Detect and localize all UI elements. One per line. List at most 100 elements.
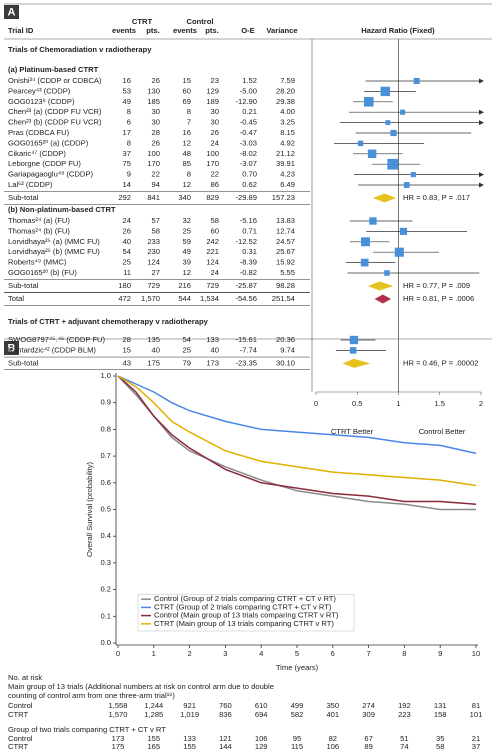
table-cell: 28 xyxy=(152,128,160,137)
table-cell: 48 xyxy=(183,149,191,158)
at-risk-count: 173 xyxy=(112,734,125,743)
at-risk-group-title: Main group of 13 trials (Additional numb… xyxy=(8,682,274,691)
table-cell: 175 xyxy=(147,358,160,367)
table-cell: -8.39 xyxy=(240,258,257,267)
table-cell: -29.89 xyxy=(235,193,257,202)
table-cell: 54 xyxy=(123,247,131,256)
table-cell: 1,534 xyxy=(200,294,219,303)
at-risk-count: 1,570 xyxy=(108,710,127,719)
table-cell: 25 xyxy=(123,258,131,267)
y-tick-label: 0.6 xyxy=(100,478,111,487)
at-risk-count: 921 xyxy=(183,701,196,710)
table-cell: 6 xyxy=(127,118,131,127)
table-cell: 8 xyxy=(187,107,191,116)
table-cell: 79 xyxy=(183,358,191,367)
effect-square xyxy=(364,97,374,107)
table-cell: 15 xyxy=(183,76,191,85)
summary-note: HR = 0.46, P = .00002 xyxy=(403,358,478,367)
table-cell: 180 xyxy=(118,281,131,290)
column-header: Trial ID xyxy=(8,26,34,35)
table-cell: 29.38 xyxy=(276,97,295,106)
table-cell: 189 xyxy=(206,97,219,106)
effect-square xyxy=(361,237,370,247)
table-cell: 14 xyxy=(123,180,131,189)
survival-curve xyxy=(117,375,477,455)
table-cell: 216 xyxy=(178,281,191,290)
summary-diamond xyxy=(367,281,394,291)
effect-square xyxy=(410,172,416,178)
table-cell: 292 xyxy=(118,193,131,202)
at-risk-count: 1,558 xyxy=(108,701,127,710)
x-tick-label: 1 xyxy=(396,399,400,408)
at-risk-count: 131 xyxy=(434,701,447,710)
y-tick-label: 0.2 xyxy=(100,585,111,594)
column-header: pts. xyxy=(205,26,219,35)
at-risk-count: 35 xyxy=(436,734,444,743)
summary-diamond xyxy=(372,193,397,203)
table-cell: 24 xyxy=(211,268,219,277)
column-header: pts. xyxy=(146,26,160,35)
ci-arrow xyxy=(479,120,484,126)
table-cell: -5.00 xyxy=(240,86,257,95)
trial-label: Lal⁶² (CDDP) xyxy=(8,180,53,189)
y-tick-label: 0.7 xyxy=(100,451,111,460)
table-cell: 28 xyxy=(123,335,131,344)
subtotal-label: Sub-total xyxy=(8,193,39,202)
effect-square xyxy=(349,347,357,354)
at-risk-count: 101 xyxy=(470,710,483,719)
at-risk-count: 1,285 xyxy=(144,710,163,719)
table-cell: 8 xyxy=(127,107,131,116)
table-cell: 17 xyxy=(123,128,131,137)
table-cell: 124 xyxy=(206,258,219,267)
table-cell: 185 xyxy=(147,97,160,106)
table-cell: 94 xyxy=(152,180,160,189)
table-cell: 544 xyxy=(178,294,191,303)
table-cell: 8 xyxy=(187,170,191,179)
table-cell: 15 xyxy=(123,345,131,354)
table-cell: -3.03 xyxy=(240,138,257,147)
at-risk-count: 1,019 xyxy=(180,710,199,719)
effect-square xyxy=(349,335,359,345)
at-risk-count: 836 xyxy=(219,710,232,719)
table-cell: 4.92 xyxy=(280,138,295,147)
legend-label: Control (Group of 2 trials comparing CTR… xyxy=(154,594,336,603)
table-cell: 0.21 xyxy=(242,107,257,116)
table-cell: 233 xyxy=(147,237,160,246)
table-cell: -54.56 xyxy=(235,294,257,303)
x-tick-label: 9 xyxy=(438,649,442,658)
table-cell: 100 xyxy=(206,149,219,158)
table-cell: 221 xyxy=(206,247,219,256)
table-cell: -23.35 xyxy=(235,358,257,367)
x-tick-label: 0 xyxy=(116,649,120,658)
at-risk-count: 82 xyxy=(329,734,337,743)
table-cell: -25.87 xyxy=(235,281,257,290)
table-cell: 1.52 xyxy=(242,76,257,85)
trial-label: Chen²³ (b) (CDDP FU VCR) xyxy=(8,118,102,127)
x-tick-label: 6 xyxy=(331,649,335,658)
effect-square xyxy=(384,270,390,276)
table-cell: 11 xyxy=(123,268,131,277)
table-cell: 85 xyxy=(183,159,191,168)
table-cell: -5.16 xyxy=(240,216,257,225)
table-cell: 57 xyxy=(152,216,160,225)
at-risk-title: No. at risk xyxy=(8,673,42,682)
summary-note: HR = 0.81, P = .0006 xyxy=(403,294,474,303)
effect-square xyxy=(400,109,406,115)
trial-label: Pearcey⁴³ (CDDP) xyxy=(8,86,71,95)
trial-label: Gariapagaoglu⁴⁸ (CDDP) xyxy=(8,170,93,179)
table-cell: 26 xyxy=(123,226,131,235)
at-risk-count: 106 xyxy=(326,742,339,751)
panel-label: B xyxy=(8,342,16,354)
y-tick-label: 0.8 xyxy=(100,424,111,433)
at-risk-count: 165 xyxy=(147,742,160,751)
table-cell: 12 xyxy=(183,268,191,277)
at-risk-count: 274 xyxy=(362,701,375,710)
at-risk-row-label: CTRT xyxy=(8,710,28,719)
ci-arrow xyxy=(479,172,484,178)
table-cell: 16 xyxy=(123,76,131,85)
ci-arrow xyxy=(479,78,484,84)
table-cell: 98.28 xyxy=(276,281,295,290)
x-tick-label: 0 xyxy=(314,399,318,408)
x-tick-label: 5 xyxy=(295,649,299,658)
effect-square xyxy=(385,120,391,126)
